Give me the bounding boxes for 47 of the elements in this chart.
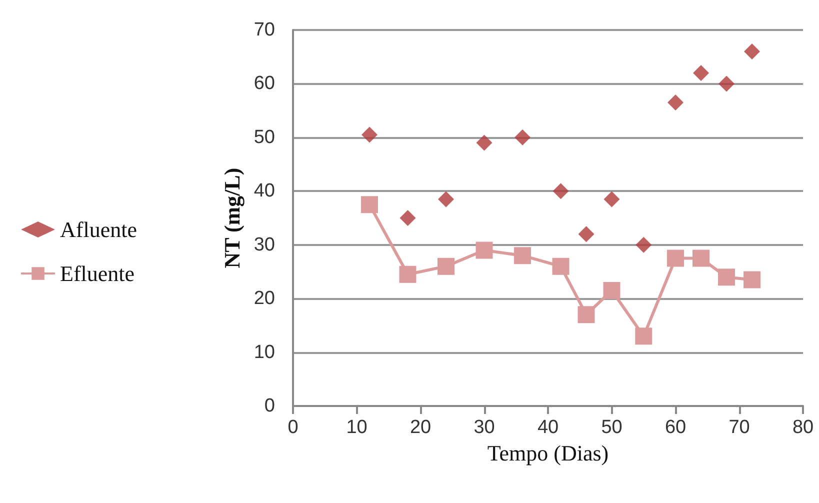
point bbox=[636, 236, 652, 253]
point bbox=[635, 328, 652, 345]
point bbox=[476, 134, 492, 151]
point bbox=[744, 43, 760, 60]
y-tick-label: 10 bbox=[254, 342, 275, 363]
point bbox=[399, 266, 416, 283]
y-tick-label: 60 bbox=[254, 73, 275, 94]
y-tick-label: 30 bbox=[254, 234, 275, 256]
point bbox=[514, 129, 530, 146]
point bbox=[438, 258, 454, 275]
point bbox=[693, 64, 709, 81]
x-tick-label: 50 bbox=[601, 417, 622, 438]
point bbox=[604, 191, 620, 208]
point bbox=[361, 196, 378, 214]
x-tick-label: 60 bbox=[664, 417, 686, 438]
y-axis-title: NT (mg/L) bbox=[219, 168, 244, 268]
legend-label: Afluente bbox=[60, 217, 137, 242]
point bbox=[400, 210, 416, 226]
y-tick-label: 20 bbox=[254, 288, 275, 310]
x-tick-label: 30 bbox=[474, 417, 495, 438]
point bbox=[668, 94, 684, 111]
x-tick-label: 40 bbox=[537, 417, 559, 438]
point bbox=[667, 250, 684, 267]
point bbox=[718, 268, 735, 286]
legend-label: Efluente bbox=[60, 261, 135, 286]
y-tick-label: 50 bbox=[254, 126, 275, 148]
point bbox=[578, 306, 595, 324]
point bbox=[552, 258, 570, 275]
x-tick-label: 20 bbox=[410, 417, 432, 438]
x-tick-label: 70 bbox=[728, 417, 750, 438]
x-tick-label: 0 bbox=[288, 417, 298, 438]
x-tick-label: 10 bbox=[346, 417, 368, 438]
point bbox=[692, 250, 710, 267]
point bbox=[718, 76, 734, 92]
y-tick-label: 70 bbox=[254, 20, 275, 40]
point bbox=[603, 282, 620, 300]
point bbox=[514, 247, 531, 264]
y-tick-label: 0 bbox=[264, 396, 275, 416]
point bbox=[438, 191, 454, 208]
point bbox=[578, 226, 594, 242]
y-tick-label: 40 bbox=[254, 180, 275, 202]
point bbox=[552, 183, 569, 200]
point bbox=[362, 126, 378, 143]
x-tick-label: 80 bbox=[792, 417, 814, 438]
x-axis-title: Tempo (Dias) bbox=[487, 440, 609, 466]
point bbox=[476, 242, 493, 259]
point bbox=[744, 271, 760, 288]
